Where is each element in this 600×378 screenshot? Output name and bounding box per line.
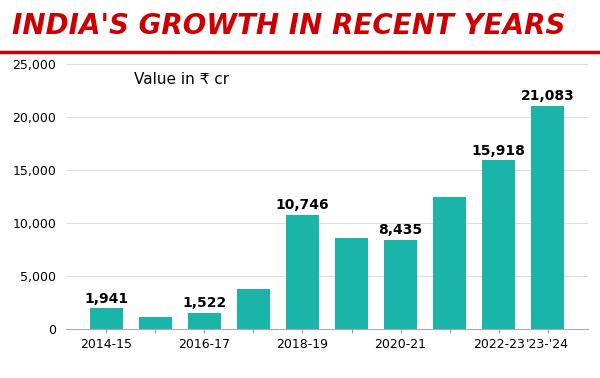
Bar xyxy=(237,289,270,329)
Text: 1,941: 1,941 xyxy=(85,292,128,306)
Text: INDIA'S GROWTH IN RECENT YEARS: INDIA'S GROWTH IN RECENT YEARS xyxy=(12,12,566,40)
Bar xyxy=(482,160,515,329)
Text: Value in ₹ cr: Value in ₹ cr xyxy=(134,72,229,87)
Bar xyxy=(531,106,564,329)
Text: 15,918: 15,918 xyxy=(472,144,526,158)
Text: 21,083: 21,083 xyxy=(521,89,574,103)
Bar xyxy=(90,308,123,329)
Bar xyxy=(286,215,319,329)
Bar xyxy=(335,238,368,329)
Text: 10,746: 10,746 xyxy=(275,198,329,212)
Bar xyxy=(188,313,221,329)
Bar xyxy=(433,197,466,329)
Bar xyxy=(139,317,172,329)
Text: 8,435: 8,435 xyxy=(379,223,422,237)
Text: 1,522: 1,522 xyxy=(182,296,227,310)
Bar xyxy=(384,240,417,329)
